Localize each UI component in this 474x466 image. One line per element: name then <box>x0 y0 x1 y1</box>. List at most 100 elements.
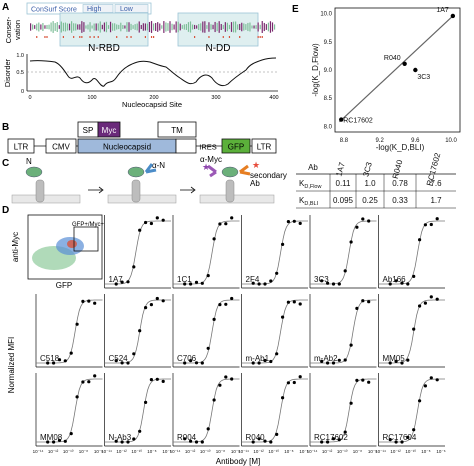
gfp-axis-label: GFP <box>56 281 72 290</box>
table-header-cell: Ab <box>308 163 318 172</box>
dose-x-tick: 10⁻¹⁰ <box>63 449 74 454</box>
dose-point <box>361 378 365 382</box>
membrane-1 <box>11 166 81 204</box>
dose-point <box>251 440 255 444</box>
conservation-tick <box>194 36 196 38</box>
table-value-cell: 1.7 <box>430 196 442 205</box>
conservation-bar <box>99 21 101 33</box>
conservation-bar <box>220 23 222 31</box>
conservation-bar <box>118 24 120 30</box>
conservation-bar <box>83 22 85 32</box>
conservation-bar <box>56 22 58 32</box>
dose-x-tick: 10⁻¹² <box>390 449 401 454</box>
dose-point <box>218 303 222 307</box>
normalized-mfi-label: Normalized MFI <box>7 337 16 393</box>
scatter-x-tick: 9.2 <box>375 138 384 144</box>
conservation-bar <box>273 24 276 30</box>
conservation-bars <box>30 21 276 38</box>
conservation-bar <box>38 22 40 32</box>
dose-point <box>224 222 228 226</box>
dose-x-tick: 10⁻¹⁴ <box>170 449 181 454</box>
dose-point <box>263 358 267 363</box>
dose-point <box>320 440 324 444</box>
gfp-myc-gate <box>73 226 99 252</box>
scatter-y-tick: 9.5 <box>324 40 333 46</box>
conservation-bar <box>185 24 187 30</box>
dose-point <box>412 327 416 331</box>
dose-panel-title: MM05 <box>383 354 406 363</box>
dose-point <box>138 329 142 333</box>
dose-panel-title: N-Ab3 <box>109 433 132 442</box>
dose-point <box>126 280 130 284</box>
conservation-bar <box>138 21 140 33</box>
conservation-bar <box>46 24 48 30</box>
membrane-1-receptor <box>35 179 45 203</box>
dose-point <box>114 439 118 443</box>
dose-point <box>435 217 439 221</box>
conservation-bar <box>175 21 177 33</box>
scatter-x-tick: 10.0 <box>445 138 457 144</box>
dose-point <box>355 225 359 229</box>
conservation-bar <box>204 21 206 33</box>
dose-panel-title: 1A7 <box>109 275 124 284</box>
dose-point <box>69 351 73 355</box>
secondary-label: secondary <box>250 171 287 180</box>
conservation-bar <box>144 23 146 31</box>
conservation-bar <box>222 24 224 30</box>
conservation-bar <box>120 22 122 32</box>
dose-point <box>367 300 371 304</box>
conservation-tick <box>153 36 155 38</box>
conservation-bar <box>148 21 151 33</box>
flow-plot: GFP+/Myc+ anti-Myc GFP <box>11 214 105 290</box>
conservation-bar <box>243 23 245 31</box>
site-tick-400: 400 <box>269 95 278 101</box>
dose-point <box>326 281 330 285</box>
dose-point <box>81 299 85 303</box>
site-tick-300: 300 <box>211 95 220 101</box>
conservation-bar <box>265 24 267 30</box>
dose-panel-title: 2F4 <box>246 275 260 284</box>
panel-e-label: E <box>292 4 299 15</box>
dose-point <box>331 437 336 441</box>
dose-x-tick: 10⁻⁶ <box>368 449 377 454</box>
conservation-bar <box>177 21 179 33</box>
dose-point <box>269 440 273 444</box>
dose-point <box>114 282 118 286</box>
conservation-bar <box>48 24 50 30</box>
dose-x-tick: 10⁻⁶ <box>162 449 171 454</box>
dose-point <box>275 271 279 275</box>
dose-point <box>52 361 56 365</box>
nucleocapsid-label: Nucleocapsid <box>103 143 151 152</box>
conservation-bar <box>89 22 91 32</box>
panel-d: D GFP+/Myc+ anti-Myc GFP Normalized MFI … <box>2 205 446 466</box>
scatter-fit-line <box>339 15 454 123</box>
dose-x-tick: 10⁻⁶ <box>436 449 445 454</box>
dose-point <box>429 222 433 227</box>
arrow-2-head <box>190 186 196 194</box>
table-header-cell: 3C3 <box>361 161 374 178</box>
conservation-tick <box>239 36 241 38</box>
dose-point <box>200 281 204 285</box>
conservation-bar <box>173 24 175 30</box>
conservation-bar <box>50 22 52 32</box>
membrane-2 <box>107 163 177 204</box>
dose-x-tick: 10⁻¹⁰ <box>268 449 279 454</box>
dose-point <box>406 435 410 439</box>
conservation-bar <box>237 24 239 30</box>
conservation-bar <box>198 23 200 31</box>
conservation-bar <box>214 21 216 33</box>
scatter-point-label: R040 <box>384 55 401 62</box>
dose-point <box>286 381 290 385</box>
dose-point <box>46 361 50 365</box>
dose-point <box>194 280 199 284</box>
dose-point <box>326 440 330 444</box>
dose-point <box>149 303 153 307</box>
membrane-2-receptor <box>131 179 141 203</box>
dose-point <box>349 343 353 347</box>
dose-point <box>161 218 165 222</box>
membrane-3: ★ ★ <box>199 160 275 204</box>
dose-point <box>400 361 404 365</box>
dose-point <box>269 359 273 364</box>
dose-panel-title: 3C3 <box>314 275 329 284</box>
